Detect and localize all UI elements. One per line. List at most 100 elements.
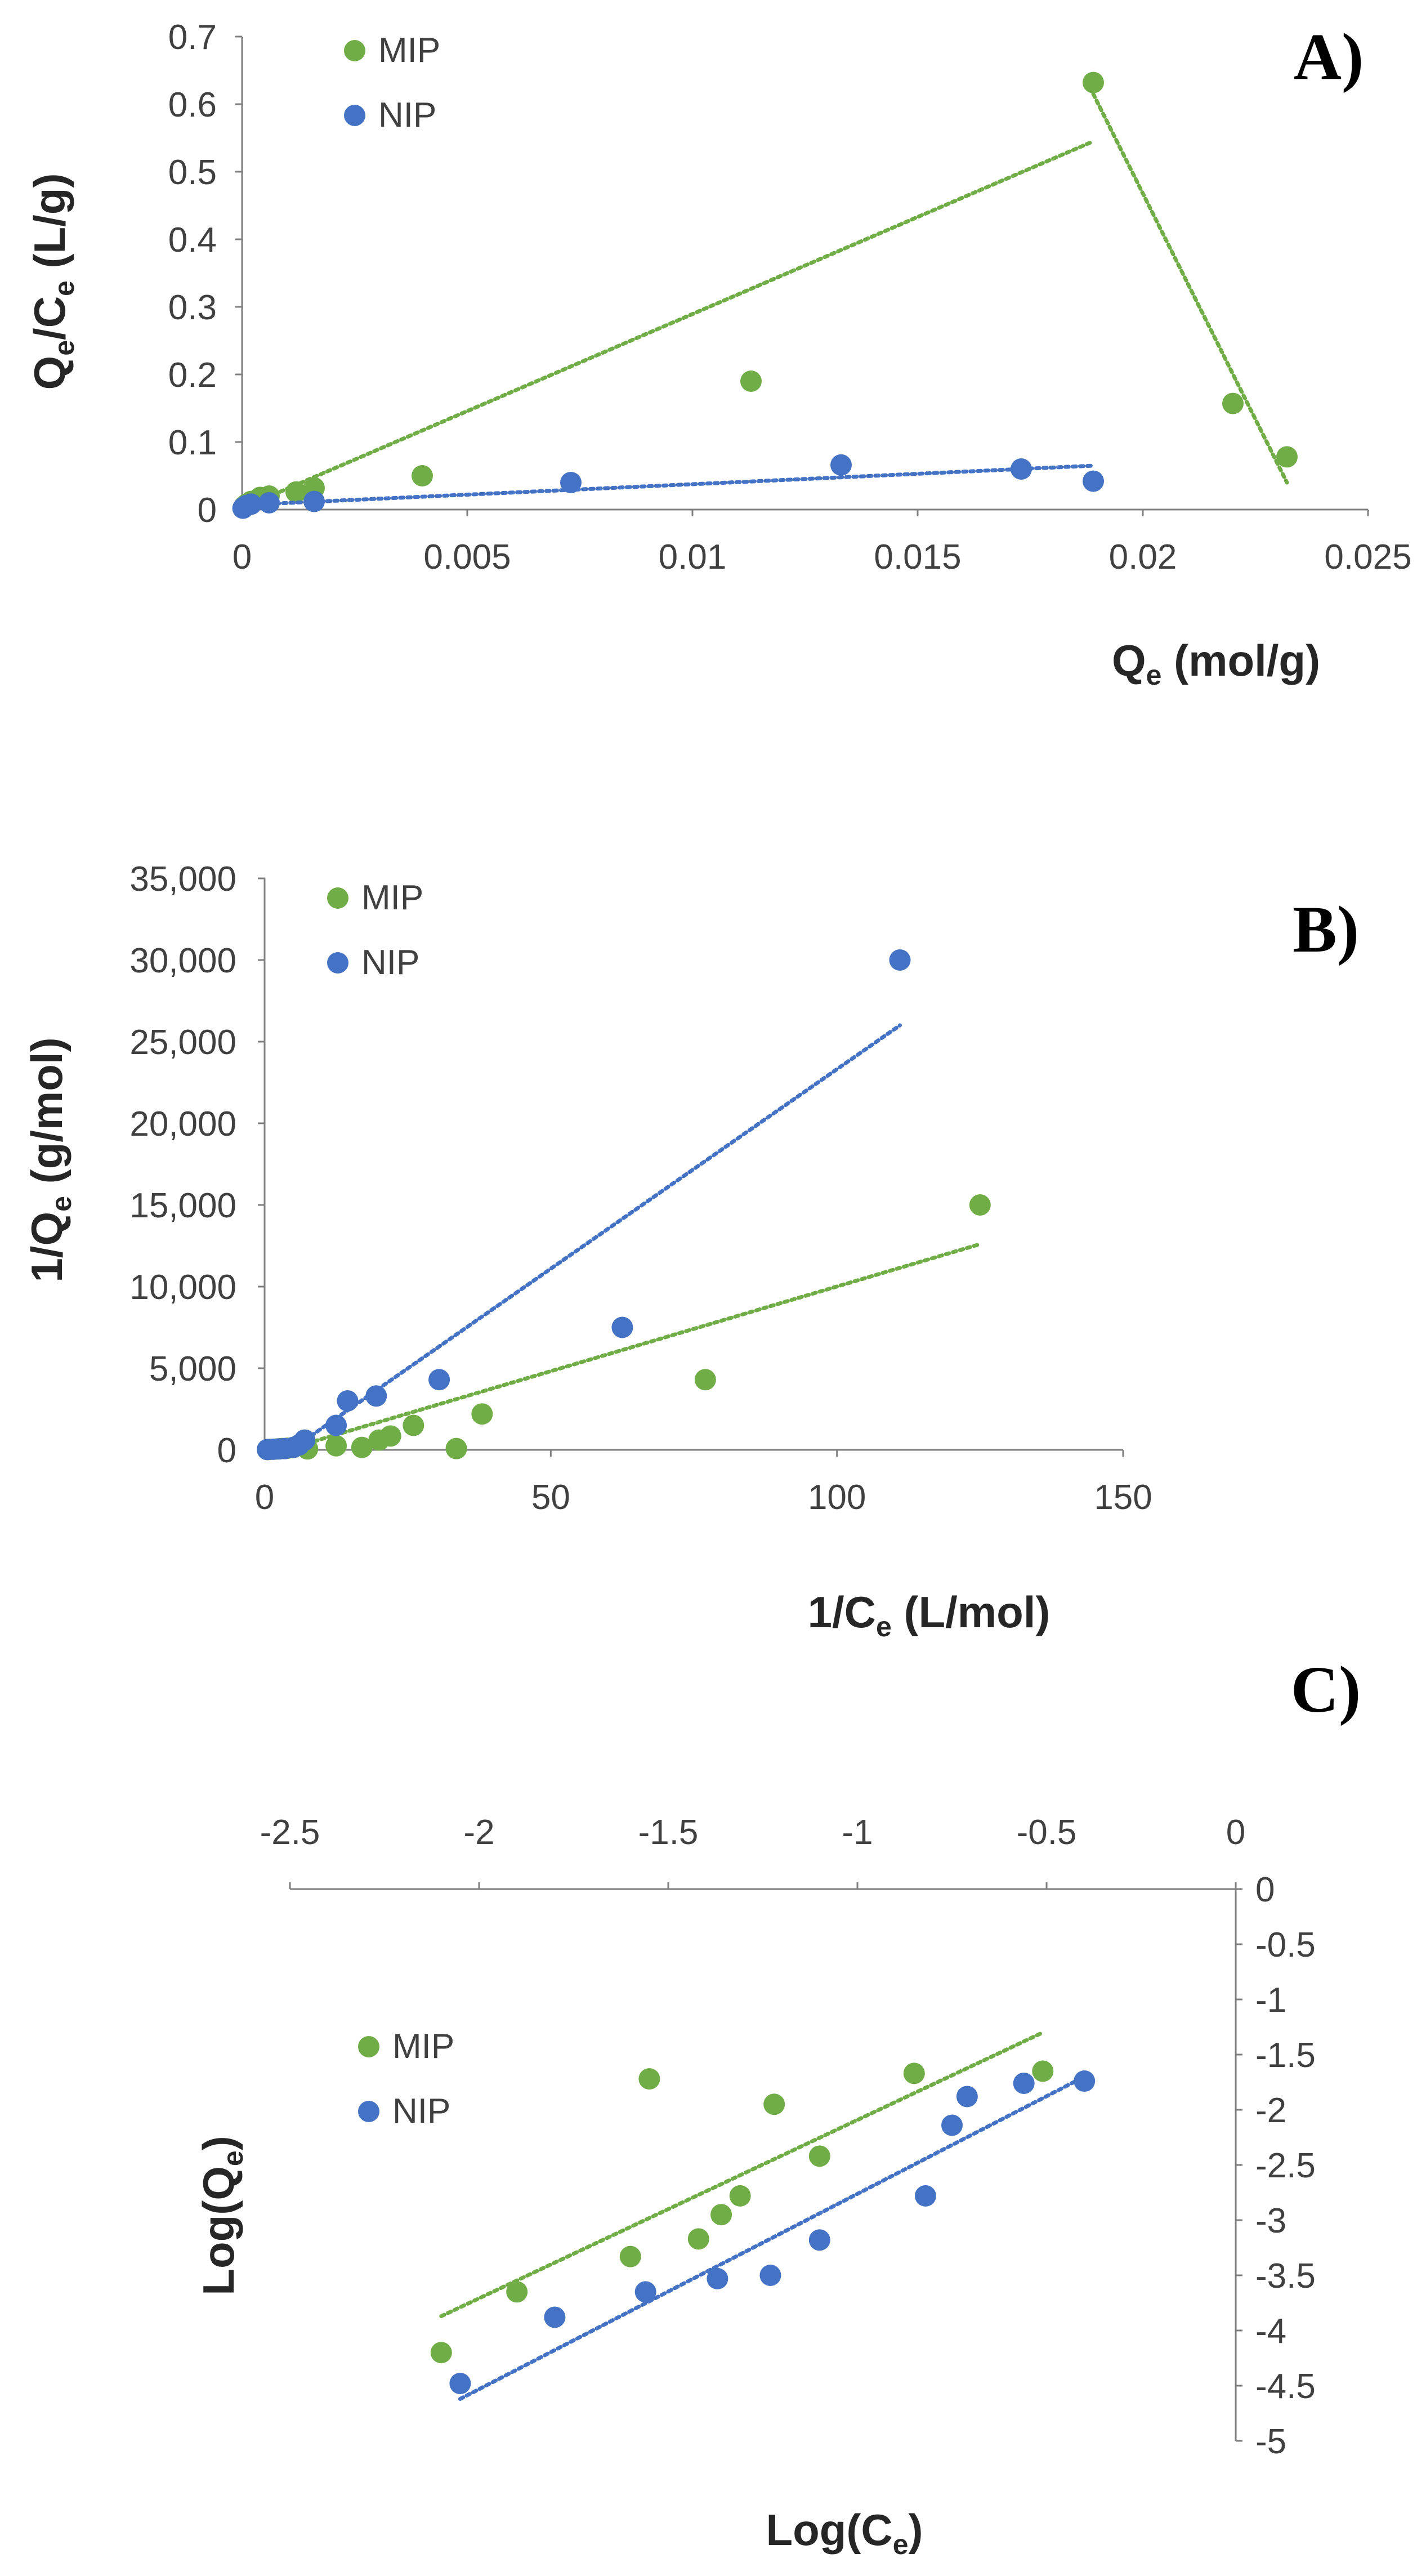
mip-data-point bbox=[969, 1194, 991, 1216]
x-tick-label: -2 bbox=[463, 1813, 494, 1852]
y-tick-label: 30,000 bbox=[129, 941, 236, 980]
nip-data-point bbox=[294, 1429, 316, 1451]
x-tick-label: 50 bbox=[531, 1478, 570, 1517]
x-tick-label: 0 bbox=[255, 1478, 274, 1517]
mip-data-point bbox=[412, 465, 433, 486]
nip-data-point bbox=[258, 492, 280, 514]
x-tick-label: -2.5 bbox=[260, 1813, 320, 1852]
x-tick-label: 0.025 bbox=[1324, 538, 1411, 577]
chart-b: 0 50 100 150 0 5,000 10,000 15,000 20,000 25,000 3… bbox=[22, 860, 1359, 1642]
nip-trendline bbox=[244, 463, 1096, 507]
nip-data-point bbox=[707, 2267, 728, 2289]
mip-data-point bbox=[808, 2145, 830, 2167]
mip-data-point bbox=[506, 2281, 528, 2303]
nip-data-point bbox=[759, 2265, 781, 2286]
nip-data-point bbox=[303, 490, 325, 512]
y-tick-label: 10,000 bbox=[129, 1268, 236, 1307]
chart-c: -2.5 -2 -1.5 -1 -0.5 00 -0.5 -1 -1.5 -2 -2.5 -3 -3.5… bbox=[194, 1653, 1361, 2560]
x-tick-label: 0.01 bbox=[659, 538, 727, 577]
nip-data-point bbox=[560, 472, 582, 493]
y-axis-label: 1/Qe (g/mol) bbox=[22, 1037, 77, 1282]
y-tick-label: -4.5 bbox=[1255, 2367, 1316, 2406]
mip-data-point bbox=[1032, 2060, 1054, 2082]
legend-marker-mip bbox=[358, 2036, 379, 2057]
panel-label: B) bbox=[1293, 892, 1359, 966]
panel-label: C) bbox=[1291, 1653, 1361, 1726]
y-tick-label: -1 bbox=[1255, 1981, 1286, 2020]
legend-marker-nip bbox=[358, 2101, 379, 2122]
mip-data-point bbox=[694, 1369, 716, 1391]
y-tick-label: 20,000 bbox=[129, 1105, 236, 1144]
y-tick-label: 0.2 bbox=[168, 356, 217, 395]
legend-marker-nip bbox=[327, 952, 348, 974]
nip-data-point bbox=[830, 454, 852, 476]
y-tick-label: -1.5 bbox=[1255, 2036, 1316, 2075]
y-tick-label: 0 bbox=[1255, 1870, 1275, 1909]
x-tick-label: 0.015 bbox=[874, 538, 961, 577]
y-tick-label: -5 bbox=[1255, 2422, 1286, 2461]
mip-data-point bbox=[471, 1403, 493, 1425]
nip-data-point bbox=[365, 1385, 387, 1407]
mip-trendline bbox=[244, 139, 1096, 508]
mip-data-point bbox=[763, 2093, 785, 2115]
y-tick-label: 0 bbox=[217, 1431, 236, 1470]
y-tick-label: 0.6 bbox=[168, 86, 217, 124]
nip-data-point bbox=[1074, 2070, 1096, 2092]
nip-data-point bbox=[808, 2229, 830, 2251]
nip-trendline bbox=[458, 2074, 1087, 2401]
x-tick-label: 0 bbox=[233, 538, 252, 577]
mip-data-point bbox=[710, 2204, 732, 2226]
mip-data-point bbox=[903, 2062, 925, 2084]
nip-data-point bbox=[1083, 470, 1104, 492]
y-tick-label: -2 bbox=[1255, 2091, 1286, 2130]
y-tick-label: 5,000 bbox=[149, 1350, 236, 1389]
nip-data-point bbox=[889, 949, 911, 971]
y-tick-label: -0.5 bbox=[1255, 1926, 1316, 1965]
mip-data-point bbox=[430, 2342, 452, 2364]
legend-label-mip: MIP bbox=[392, 2027, 454, 2066]
mip-data-point bbox=[687, 2228, 709, 2250]
y-tick-label: -2.5 bbox=[1255, 2146, 1316, 2185]
y-axis-label: Log(Qe) bbox=[194, 2136, 249, 2295]
x-axis-label: Qe (mol/g) bbox=[1112, 636, 1320, 691]
y-tick-label: 15,000 bbox=[129, 1186, 236, 1225]
nip-trendline bbox=[291, 1023, 902, 1450]
nip-data-point bbox=[428, 1369, 450, 1391]
chart-a: 0 0.005 0.01 0.015 0.02 0.025 0 0.1 0.2 0.3 0.4 0.5… bbox=[25, 18, 1412, 691]
x-tick-label: 0.005 bbox=[423, 538, 511, 577]
nip-data-point bbox=[325, 1414, 347, 1436]
mip-data-point bbox=[619, 2245, 641, 2267]
legend-label-nip: NIP bbox=[392, 2092, 450, 2131]
y-tick-label: -3.5 bbox=[1255, 2257, 1316, 2296]
legend-marker-nip bbox=[344, 105, 365, 126]
y-tick-label: 0.4 bbox=[168, 221, 217, 260]
mip-data-point bbox=[638, 2068, 660, 2090]
mip-data-point bbox=[351, 1436, 373, 1458]
y-axis-label: Qe/Ce (L/g) bbox=[25, 173, 80, 390]
y-tick-label: 0.3 bbox=[168, 288, 217, 327]
y-tick-label: -3 bbox=[1255, 2202, 1286, 2240]
nip-data-point bbox=[634, 2281, 656, 2303]
nip-data-point bbox=[941, 2114, 963, 2136]
mip-data-point bbox=[325, 1435, 347, 1457]
mip-trendline bbox=[439, 2030, 1045, 2319]
mip-data-point bbox=[1222, 392, 1244, 414]
y-tick-label: 0.1 bbox=[168, 423, 217, 462]
x-tick-label: -1 bbox=[842, 1813, 873, 1852]
legend-label-nip: NIP bbox=[378, 96, 436, 135]
nip-data-point bbox=[337, 1390, 359, 1412]
nip-data-point bbox=[1013, 2072, 1035, 2094]
x-tick-label: 150 bbox=[1094, 1478, 1152, 1517]
mip-data-point bbox=[1276, 446, 1298, 468]
legend-marker-mip bbox=[327, 887, 348, 909]
panel-label: A) bbox=[1294, 20, 1364, 93]
legend-label-mip: MIP bbox=[361, 878, 423, 917]
nip-data-point bbox=[240, 493, 262, 515]
x-tick-label: 0.02 bbox=[1109, 538, 1177, 577]
nip-data-point bbox=[956, 2086, 978, 2108]
nip-data-point bbox=[449, 2373, 471, 2395]
y-tick-label: 0.7 bbox=[168, 18, 217, 57]
y-tick-label: 0.5 bbox=[168, 153, 217, 192]
legend-label-mip: MIP bbox=[378, 31, 440, 70]
mip-trendline bbox=[291, 1242, 982, 1450]
